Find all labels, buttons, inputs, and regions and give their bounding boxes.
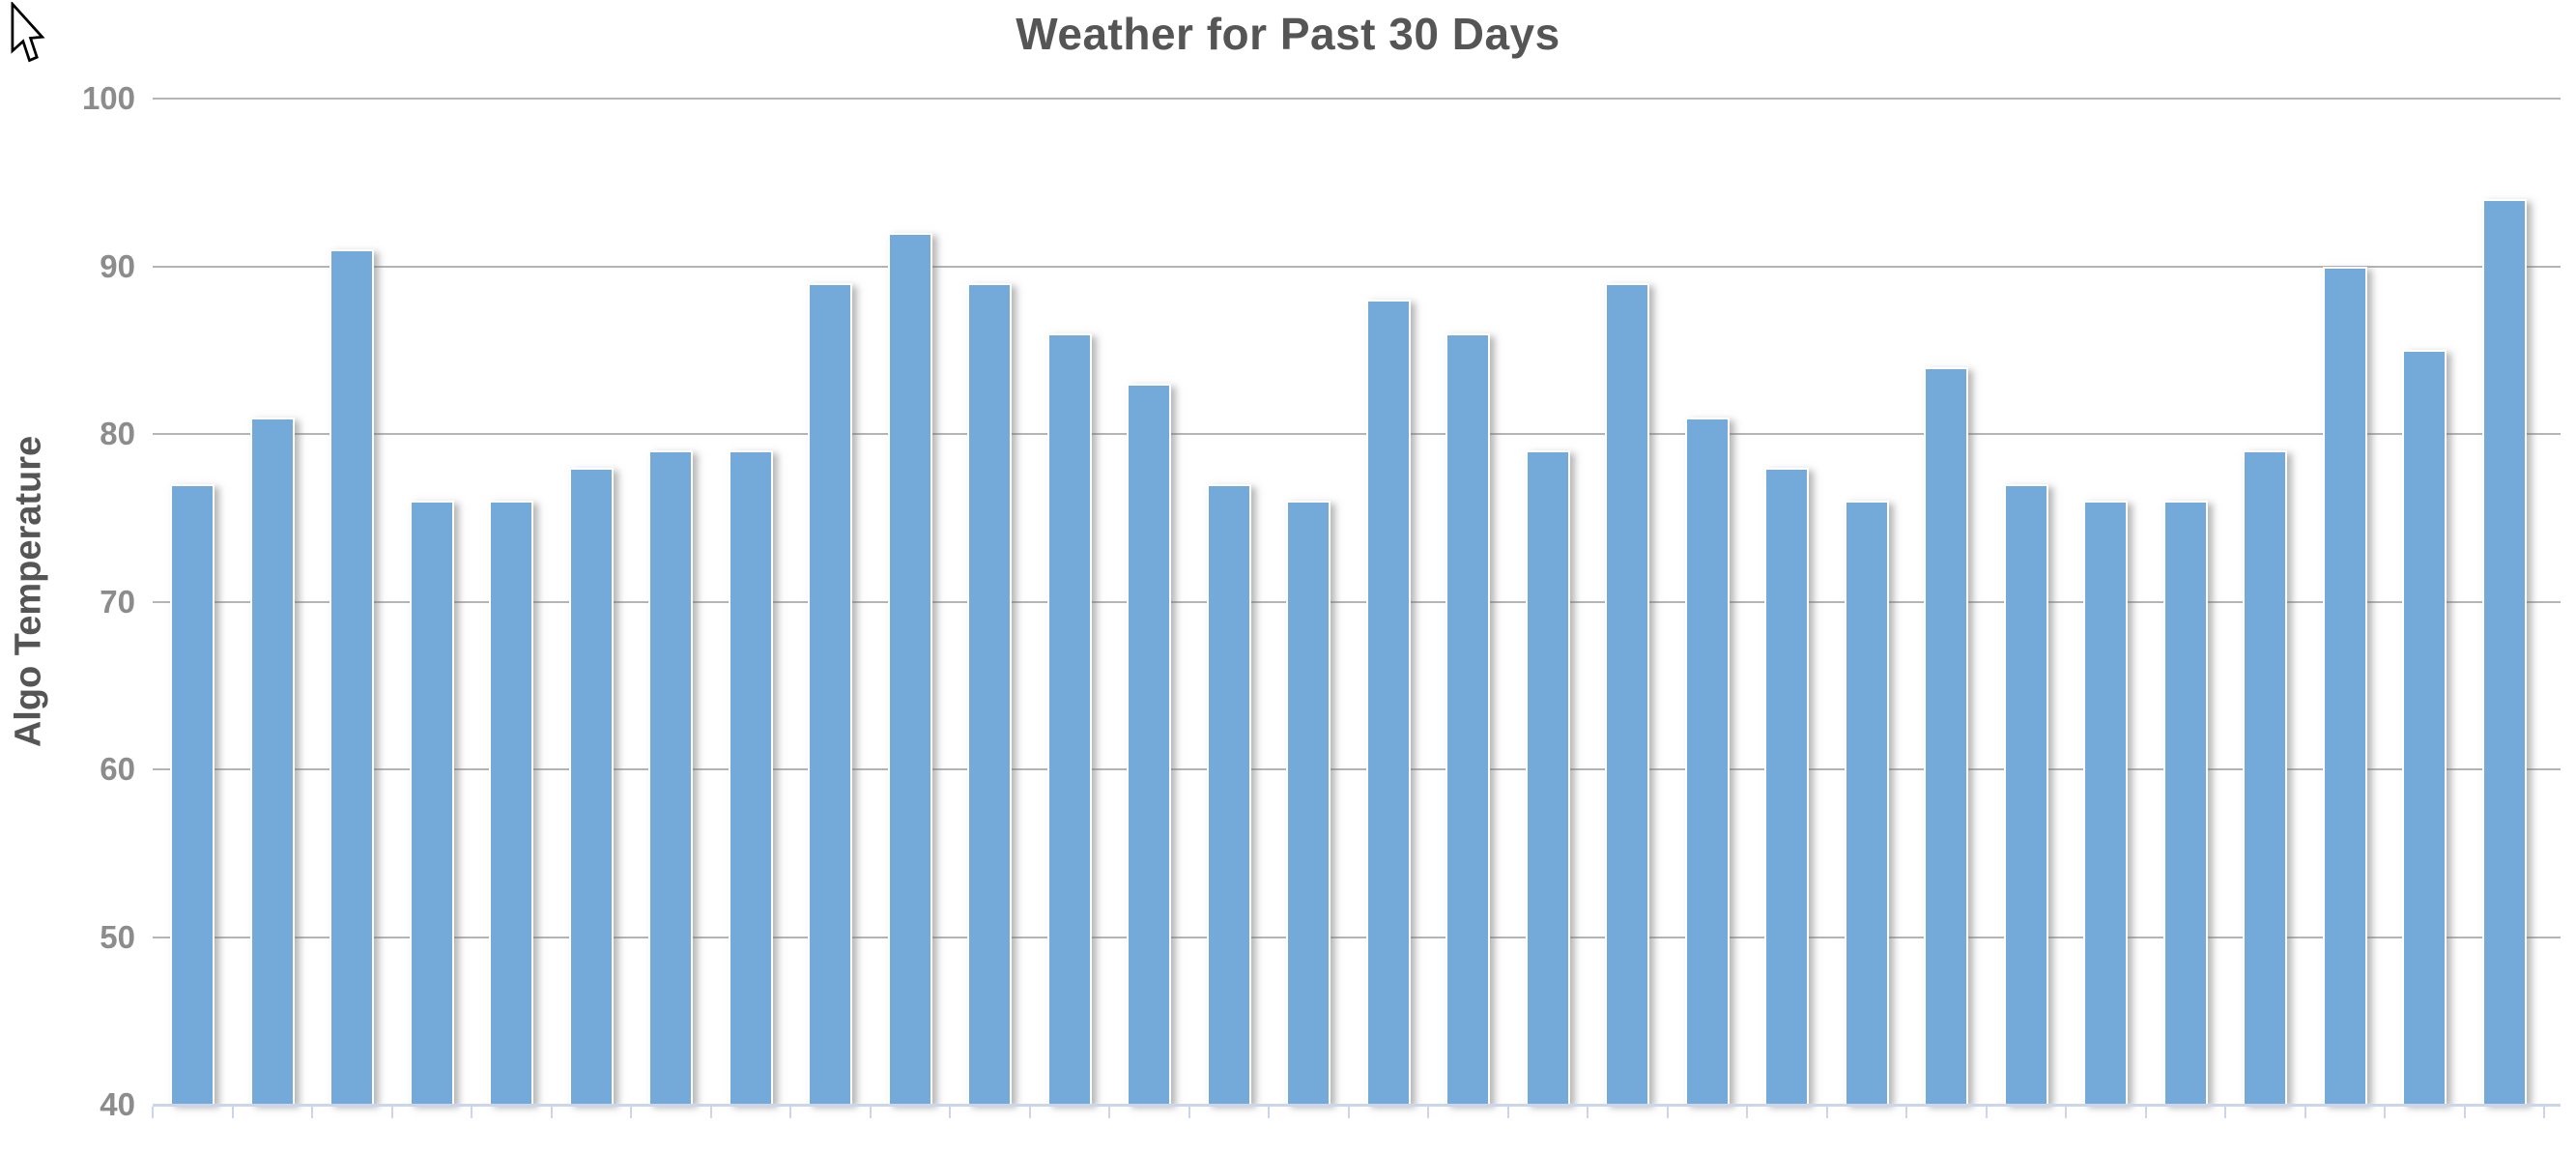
y-axis-tick-label: 100 xyxy=(81,80,135,116)
x-axis-tick xyxy=(550,1107,553,1118)
bar[interactable] xyxy=(1046,332,1092,1105)
bar[interactable] xyxy=(170,484,215,1105)
bar[interactable] xyxy=(2402,350,2447,1105)
x-axis-tick xyxy=(709,1107,712,1118)
x-axis-tick xyxy=(1587,1107,1589,1118)
bar[interactable] xyxy=(2162,501,2208,1105)
y-axis-tick-label: 60 xyxy=(100,751,135,787)
chart-title: Weather for Past 30 Days xyxy=(1016,9,1560,59)
bar[interactable] xyxy=(887,232,932,1105)
y-axis-tick-label: 70 xyxy=(100,583,135,620)
gridline xyxy=(153,600,2561,603)
bar[interactable] xyxy=(1445,332,1491,1105)
x-axis-tick xyxy=(789,1107,791,1118)
gridline xyxy=(153,265,2561,268)
x-axis-line xyxy=(153,1104,2561,1107)
bar[interactable] xyxy=(489,501,534,1105)
bar[interactable] xyxy=(2481,199,2527,1105)
bar[interactable] xyxy=(329,249,375,1105)
gridline xyxy=(153,98,2561,100)
x-axis-tick xyxy=(390,1107,393,1118)
bar[interactable] xyxy=(1525,450,1570,1105)
x-axis-tick xyxy=(2543,1107,2545,1118)
x-axis-tick xyxy=(1905,1107,1907,1118)
bar[interactable] xyxy=(2243,450,2288,1105)
x-axis-tick xyxy=(2304,1107,2306,1118)
x-axis-tick xyxy=(152,1107,154,1118)
x-axis-tick xyxy=(2224,1107,2226,1118)
x-axis-tick xyxy=(2065,1107,2067,1118)
y-axis-tick-label: 90 xyxy=(100,247,135,284)
bar[interactable] xyxy=(1365,300,1411,1105)
mouse-cursor-icon xyxy=(11,2,45,63)
bar[interactable] xyxy=(568,467,614,1105)
y-axis-tick-label: 40 xyxy=(100,1086,135,1122)
x-axis-tick xyxy=(2144,1107,2147,1118)
y-axis-tick-label: 50 xyxy=(100,918,135,955)
bar[interactable] xyxy=(1764,467,1810,1105)
x-axis-tick xyxy=(1985,1107,1988,1118)
bar[interactable] xyxy=(409,501,454,1105)
bar[interactable] xyxy=(967,282,1013,1105)
gridline xyxy=(153,936,2561,938)
x-axis-tick xyxy=(1268,1107,1270,1118)
x-axis-tick xyxy=(1347,1107,1350,1118)
x-axis-tick xyxy=(1188,1107,1190,1118)
bar[interactable] xyxy=(1286,501,1331,1105)
x-axis-tick xyxy=(949,1107,951,1118)
gridline xyxy=(153,433,2561,435)
x-axis-tick xyxy=(1746,1107,1748,1118)
x-axis-tick xyxy=(1427,1107,1429,1118)
bar[interactable] xyxy=(1684,417,1730,1105)
bar[interactable] xyxy=(648,450,694,1105)
x-axis-tick xyxy=(1108,1107,1110,1118)
gridline xyxy=(153,768,2561,770)
x-axis-tick xyxy=(869,1107,872,1118)
bar[interactable] xyxy=(2003,484,2048,1105)
x-axis-tick xyxy=(1666,1107,1669,1118)
bar[interactable] xyxy=(2083,501,2129,1105)
x-axis-tick xyxy=(471,1107,472,1118)
bar[interactable] xyxy=(249,417,295,1105)
x-axis-tick xyxy=(2384,1107,2386,1118)
x-axis-tick xyxy=(630,1107,632,1118)
bar[interactable] xyxy=(1605,282,1650,1105)
x-axis-tick xyxy=(1506,1107,1509,1118)
bar[interactable] xyxy=(728,450,773,1105)
bar[interactable] xyxy=(1924,366,1969,1105)
bar[interactable] xyxy=(2322,266,2367,1105)
x-axis-tick xyxy=(231,1107,234,1118)
y-axis-tick-label: 80 xyxy=(100,416,135,451)
bar[interactable] xyxy=(1206,484,1251,1105)
bar[interactable] xyxy=(808,282,853,1105)
x-axis-tick xyxy=(2463,1107,2466,1118)
bar[interactable] xyxy=(1844,501,1889,1105)
x-axis-tick xyxy=(1825,1107,1828,1118)
x-axis-tick xyxy=(311,1107,313,1118)
bar[interactable] xyxy=(1127,383,1172,1105)
x-axis-tick xyxy=(1028,1107,1031,1118)
